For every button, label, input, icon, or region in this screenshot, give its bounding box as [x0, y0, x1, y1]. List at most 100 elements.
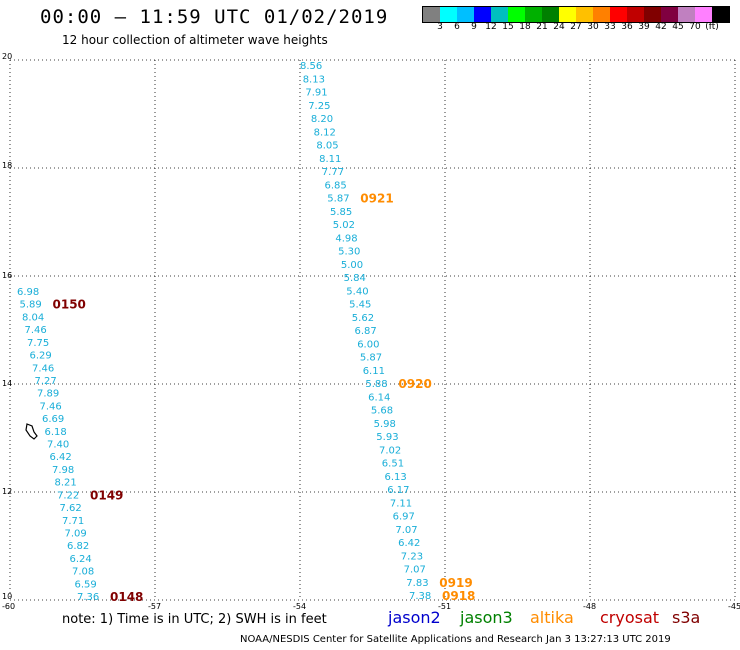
wave-height-value: 8.21: [55, 478, 77, 489]
x-tick-label: -45: [728, 602, 740, 611]
wave-height-value: 5.93: [376, 432, 398, 443]
color-scale-label: 9: [471, 22, 477, 32]
color-scale-label: 12: [485, 22, 497, 32]
wave-height-value: 6.00: [357, 339, 379, 350]
wave-height-value: 7.46: [40, 401, 62, 412]
wave-height-value: 6.24: [70, 554, 92, 565]
color-scale-label: 21: [536, 22, 548, 32]
y-axis-labels: 20 18 16 14 12 10: [2, 52, 12, 601]
footer-credit: NOAA/NESDIS Center for Satellite Applica…: [240, 634, 671, 645]
color-swatch: [610, 7, 627, 22]
color-swatch: [457, 7, 474, 22]
wave-height-value: 6.51: [382, 459, 404, 470]
color-scale-label: 27: [570, 22, 582, 32]
wave-height-value: 7.02: [379, 445, 401, 456]
wave-height-value: 7.77: [322, 167, 344, 178]
page-title: 00:00 – 11:59 UTC 01/02/2019: [40, 6, 389, 28]
x-tick-label: -54: [293, 602, 306, 611]
wave-height-value: 8.20: [311, 114, 333, 125]
wave-height-value: 8.04: [22, 312, 44, 323]
wave-height-value: 7.46: [32, 363, 54, 374]
wave-height-value: 7.40: [47, 440, 69, 451]
color-scale-label: 45: [672, 22, 684, 32]
color-swatch: [576, 7, 593, 22]
color-swatch: [508, 7, 525, 22]
x-tick-label: -51: [438, 602, 451, 611]
wave-height-value: 6.18: [45, 427, 67, 438]
color-swatch: [440, 7, 457, 22]
wave-height-value: 7.38: [409, 591, 431, 602]
wave-height-value: 5.00: [341, 260, 363, 271]
color-swatch: [559, 7, 576, 22]
y-tick-label: 10: [2, 592, 12, 601]
wave-height-value: 7.07: [404, 565, 426, 576]
wave-height-value: 8.05: [316, 141, 338, 152]
satellite-jason3: jason3: [460, 608, 513, 627]
pass-time-label: 0921: [360, 192, 393, 206]
wave-height-value: 5.87: [360, 353, 382, 364]
y-tick-label: 14: [2, 379, 12, 388]
pass-time-label: 0919: [439, 576, 472, 590]
color-swatch: [423, 7, 440, 22]
wave-height-value: 7.07: [395, 525, 417, 536]
wave-height-value: 5.02: [333, 220, 355, 231]
pass-time-label: 0148: [110, 590, 143, 604]
wave-height-value: 7.23: [401, 551, 423, 562]
color-swatch: [712, 7, 729, 22]
color-scale-label: 6: [454, 22, 460, 32]
color-swatch: [627, 7, 644, 22]
wave-height-value: 8.56: [300, 61, 322, 72]
wave-height-value: 5.87: [327, 194, 349, 205]
wave-height-value: 6.17: [387, 485, 409, 496]
pass-time-label: 0920: [398, 377, 431, 391]
wave-height-value: 6.29: [30, 351, 52, 362]
pass-time-label: 0150: [53, 298, 86, 312]
wave-height-value: 7.09: [65, 529, 87, 540]
satellite-jason2: jason2: [388, 608, 441, 627]
x-axis-labels: -60 -57 -54 -51 -48 -45: [2, 602, 740, 611]
wave-height-value: 7.22: [57, 490, 79, 501]
pass-time-label: 0149: [90, 488, 123, 502]
wave-height-value: 5.88: [365, 379, 387, 390]
wave-height-value: 6.87: [355, 326, 377, 337]
color-scale-label: (ft): [705, 22, 719, 32]
wave-height-value: 7.62: [60, 503, 82, 514]
wave-height-value: 6.13: [385, 472, 407, 483]
color-swatch: [593, 7, 610, 22]
wave-height-value: 7.46: [25, 325, 47, 336]
wave-height-value: 6.42: [50, 452, 72, 463]
wave-height-value: 6.59: [75, 579, 97, 590]
y-tick-label: 12: [2, 487, 12, 496]
color-scale-label: 33: [604, 22, 616, 32]
color-scale-label: 42: [655, 22, 667, 32]
x-tick-label: -48: [583, 602, 596, 611]
wave-height-value: 5.30: [338, 247, 360, 258]
wave-height-value: 4.98: [335, 233, 357, 244]
color-scale-label: 15: [502, 22, 514, 32]
wave-height-value: 7.91: [305, 88, 327, 99]
color-scale-label: 24: [553, 22, 565, 32]
x-tick-label: -60: [2, 602, 15, 611]
footer-note: note: 1) Time is in UTC; 2) SWH is in fe…: [62, 612, 327, 627]
wave-height-value: 6.98: [17, 287, 39, 298]
west-track: 6.985.898.047.467.756.297.467.277.897.46…: [17, 287, 143, 604]
x-tick-label: -57: [148, 602, 161, 611]
wave-height-value: 5.89: [20, 300, 42, 311]
color-scale-label: 30: [587, 22, 599, 32]
y-tick-label: 18: [2, 161, 12, 170]
wave-height-value: 5.62: [352, 313, 374, 324]
wave-height-value: 6.42: [398, 538, 420, 549]
color-scale-label: 39: [638, 22, 650, 32]
y-tick-label: 20: [2, 52, 12, 61]
wave-height-value: 7.71: [62, 516, 84, 527]
page-subtitle: 12 hour collection of altimeter wave hei…: [62, 33, 328, 47]
wave-height-value: 6.97: [393, 512, 415, 523]
wave-height-value: 6.82: [67, 541, 89, 552]
color-swatch: [542, 7, 559, 22]
color-swatch: [491, 7, 508, 22]
wave-height-value: 5.40: [346, 286, 368, 297]
color-scale-label: 3: [437, 22, 443, 32]
wave-height-value: 8.13: [303, 74, 325, 85]
satellite-cryosat: cryosat: [600, 608, 660, 627]
